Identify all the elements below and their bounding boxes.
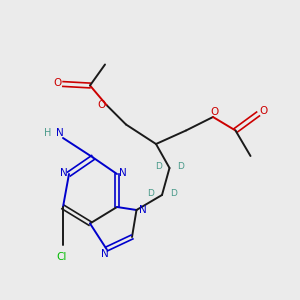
Text: N: N <box>139 205 147 215</box>
Text: O: O <box>259 106 268 116</box>
Text: D: D <box>170 189 177 198</box>
Text: N: N <box>118 167 126 178</box>
Text: N: N <box>56 128 64 139</box>
Text: N: N <box>60 167 68 178</box>
Text: D: D <box>155 162 161 171</box>
Text: H: H <box>44 128 51 139</box>
Text: O: O <box>97 100 105 110</box>
Text: O: O <box>210 106 219 117</box>
Text: D: D <box>147 189 154 198</box>
Text: Cl: Cl <box>56 251 67 262</box>
Text: D: D <box>178 162 184 171</box>
Text: N: N <box>101 249 109 260</box>
Text: O: O <box>53 77 61 88</box>
